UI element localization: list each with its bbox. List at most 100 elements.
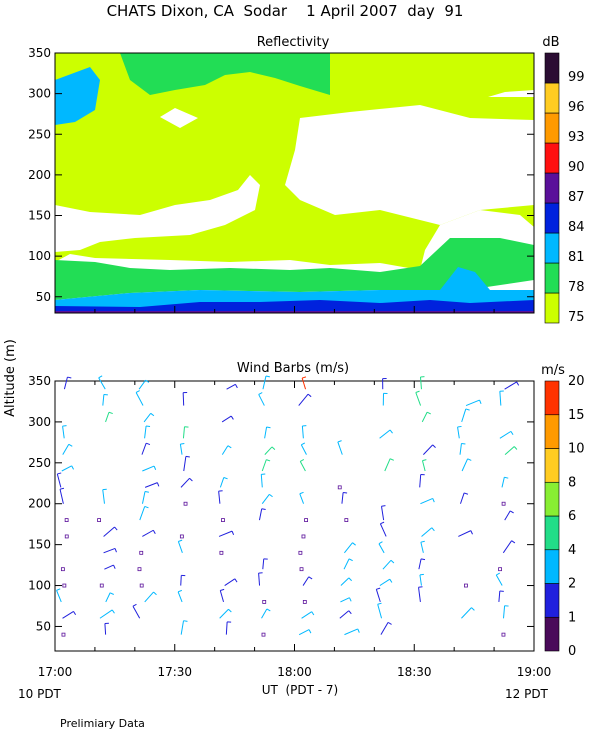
wind-barb-flag [389, 578, 393, 583]
wind-colorbar-label: 4 [568, 543, 576, 558]
wind-barb [501, 477, 505, 488]
wind-barb-flag [71, 465, 75, 470]
wind-barb [420, 542, 424, 553]
wind-colorbar-label: 8 [568, 475, 576, 490]
wind-barb [258, 508, 263, 521]
wind-barb [135, 392, 144, 406]
contour-hole-2 [55, 175, 260, 252]
wind-y-tick-label: 50 [36, 619, 51, 633]
wind-calm-marker [302, 600, 307, 604]
wind-barb [421, 527, 433, 537]
wind-barb-flag [504, 476, 509, 479]
reflectivity-colorbar-label: 93 [568, 130, 585, 145]
main-title: CHATS Dixon, CA Sodar 1 April 2007 day 9… [107, 2, 464, 20]
wind-barb-flag [348, 558, 353, 562]
wind-calm-marker [501, 632, 506, 637]
wind-barb-flag [153, 465, 157, 470]
wind-barb-flag [109, 592, 114, 595]
contour-81db [55, 67, 534, 313]
wind-barb [495, 574, 503, 586]
wind-barb [503, 605, 506, 619]
wind-barb [180, 575, 182, 586]
wind-barb-flag [178, 539, 183, 542]
wind-colorbar-swatch [544, 380, 560, 416]
wind-barb [459, 492, 465, 504]
wind-barb-flag [511, 540, 516, 544]
wind-barb [343, 558, 350, 570]
wind-barb [459, 443, 462, 455]
wind-colorbar-swatch [544, 583, 560, 618]
wind-calm-marker [60, 567, 65, 572]
wind-calm-marker [498, 567, 502, 572]
wind-barb-flag [311, 611, 315, 616]
wind-barb [139, 506, 146, 521]
wind-barb [183, 456, 187, 472]
wind-barb-flag [467, 458, 472, 461]
wind-barb-flag [463, 492, 469, 495]
wind-barb-flag [266, 426, 271, 429]
reflectivity-colorbar-swatch [544, 172, 560, 204]
wind-barb [179, 444, 183, 455]
wind-barb [182, 392, 185, 406]
wind-barb-flag [152, 530, 156, 534]
wind-barb-flag [357, 628, 360, 633]
x-axis-label: UT (PDT - 7) [262, 683, 339, 697]
wind-colorbar-label: 0 [568, 644, 576, 659]
wind-barb [59, 489, 64, 504]
wind-barb [421, 411, 428, 423]
wind-barb-flag [348, 610, 352, 615]
wind-barb-flag [465, 408, 470, 411]
reflectivity-colorbar-label: 96 [568, 100, 585, 115]
wind-barb [384, 458, 391, 472]
wind-barb [344, 628, 358, 636]
wind-barb [419, 474, 422, 488]
reflectivity-y-tick-label: 350 [28, 46, 51, 60]
wind-barb [56, 590, 62, 603]
wind-barb-flag [431, 527, 435, 532]
wind-barb [56, 473, 62, 488]
wind-barb [302, 576, 310, 586]
wind-barb [258, 573, 261, 586]
wind-colorbar-label: 2 [568, 577, 576, 592]
reflectivity-y-tick-label: 100 [28, 249, 51, 263]
wind-y-tick-label: 350 [28, 374, 51, 388]
wind-colorbar-swatch [544, 448, 560, 483]
wind-barb [504, 446, 515, 456]
wind-barb-flag [432, 444, 436, 449]
wind-barb-flag [132, 603, 137, 607]
wind-barb [218, 491, 221, 504]
wind-barb-flag [510, 431, 514, 436]
wind-barb [502, 540, 513, 554]
contour-78db [55, 53, 534, 300]
wind-y-tick-label: 150 [28, 538, 51, 552]
wind-barb [103, 547, 116, 554]
reflectivity-contours [55, 53, 534, 313]
wind-barb-flag [258, 392, 263, 395]
wind-x-tick-label: 18:30 [397, 665, 432, 679]
wind-barb [102, 394, 105, 406]
wind-barb [180, 620, 185, 635]
wind-barb [142, 529, 154, 537]
wind-colorbar-label: 1 [568, 610, 576, 625]
wind-barb-flag [420, 558, 426, 561]
wind-barb [103, 526, 115, 537]
wind-calm-marker [61, 632, 66, 637]
wind-barb [262, 375, 267, 390]
wind-barb [379, 578, 391, 586]
wind-calm-marker [299, 567, 304, 572]
wind-barb [219, 477, 225, 488]
wind-colorbar-label: 10 [568, 442, 585, 457]
wind-barb [143, 413, 152, 423]
reflectivity-colorbar-label: 99 [568, 70, 585, 85]
wind-x-tick-label: 18:00 [277, 665, 312, 679]
wind-barb [221, 445, 229, 455]
wind-x-axis: 17:00 17:30 18:00 18:30 19:00 [38, 381, 551, 679]
wind-calm-marker [301, 534, 306, 539]
reflectivity-colorbar-label: 84 [568, 220, 585, 235]
wind-barb [144, 425, 147, 439]
wind-barb-flag [144, 491, 150, 493]
wind-barb-flag [418, 586, 423, 588]
wind-barb [141, 442, 147, 455]
